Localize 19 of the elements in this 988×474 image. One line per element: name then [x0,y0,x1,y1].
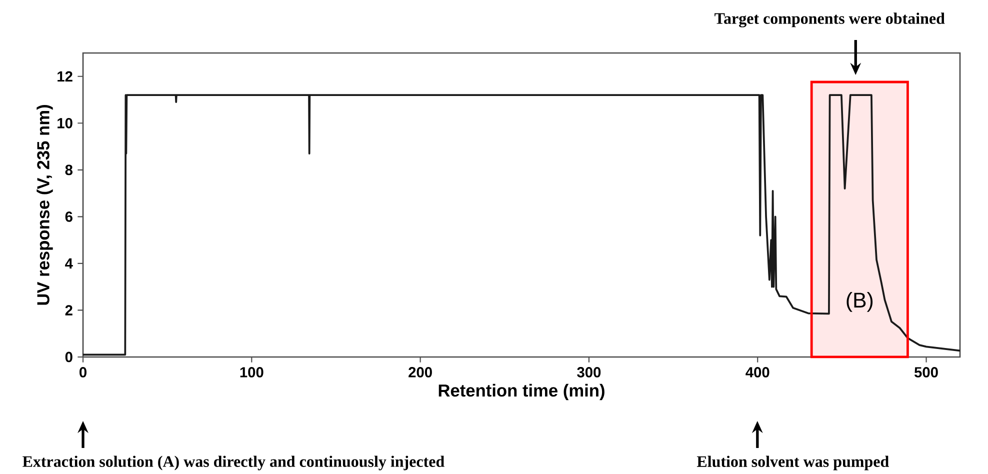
y-tick-label: 0 [65,352,72,362]
band-label: (B) [846,292,873,312]
y-tick-label: 8 [65,164,73,176]
y-tick-label: 4 [65,258,73,268]
text: Elution solvent was pumped [696,456,889,470]
text: Target components were obtained [714,12,945,28]
x-axis-title: Retention time (min) [438,384,604,400]
x-tick-label: 100 [240,367,264,378]
y-tick-label: 6 [65,212,72,222]
text: Extraction solution (A) was directly and continuously injected [22,456,444,470]
y-tick-label: 12 [58,71,72,82]
x-tick-label: 200 [408,367,432,378]
y-tick-label: 10 [58,118,72,128]
x-tick-label: 500 [914,367,938,378]
y-axis-title: UV response (V, 235 nm) [36,105,53,305]
y-tick-label: 2 [65,305,72,316]
x-tick-label: 400 [746,367,770,378]
x-tick-label: 300 [577,367,601,378]
x-tick-label: 0 [80,367,86,378]
